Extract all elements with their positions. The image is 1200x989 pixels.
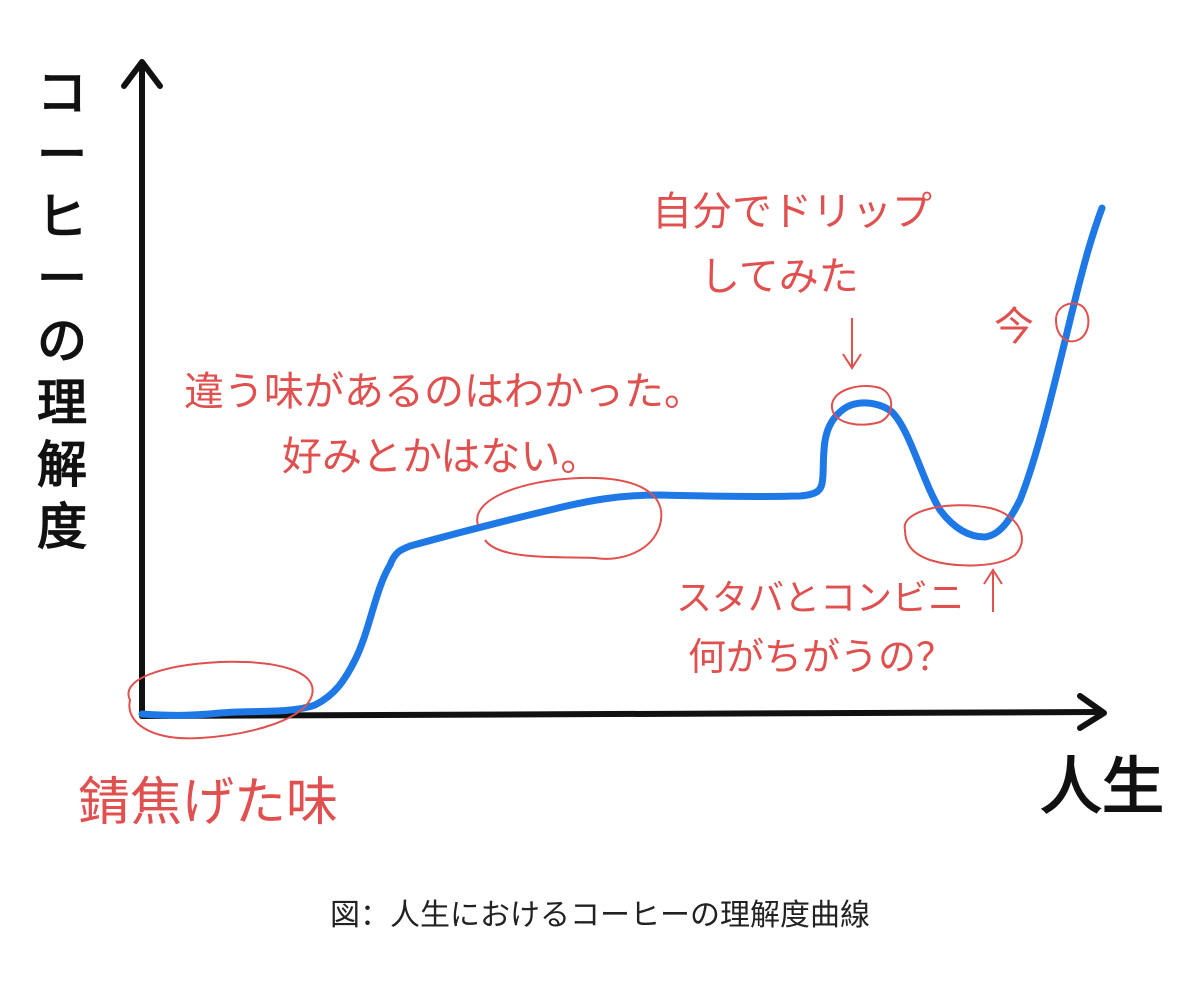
y-axis-label-char: ー xyxy=(37,250,87,308)
annotation-now: 今 xyxy=(994,304,1034,350)
x-axis-arrow-icon xyxy=(1077,693,1107,731)
y-axis-label-char: の xyxy=(37,312,87,370)
y-axis-label-char: 解 xyxy=(37,436,87,494)
comprehension-curve xyxy=(138,204,1106,719)
annotation-starbucks-2: 何がちがうの？ xyxy=(688,635,954,679)
annotation-different-2: 好みとかはない。 xyxy=(282,434,600,480)
starbucks-ellipse xyxy=(903,504,1023,567)
figure-caption: 図：人生におけるコーヒーの理解度曲線 xyxy=(330,898,870,933)
burnt-ellipse xyxy=(127,660,314,740)
y-axis-label: コーヒーの理解度 xyxy=(37,64,87,556)
x-axis xyxy=(139,709,1103,719)
annotation-starbucks-1: スタバとコンビニ xyxy=(676,578,964,619)
drip-ellipse xyxy=(830,385,893,426)
different-ellipse xyxy=(476,476,663,560)
y-axis-label-char: 理 xyxy=(37,374,87,432)
y-axis-label-char: 度 xyxy=(37,498,87,556)
y-axis-label-char: コ xyxy=(37,64,87,122)
y-axis-label-char: ー xyxy=(37,126,87,184)
axes xyxy=(121,59,1107,731)
y-axis-arrow-icon xyxy=(121,59,163,89)
drip-arrow-head-icon xyxy=(842,353,862,370)
now-circle xyxy=(1054,302,1090,343)
annotation-drip-2: してみた xyxy=(700,254,859,300)
annotation-different-1: 違う味があるのはわかった。 xyxy=(184,369,704,415)
x-axis-label: 人生 xyxy=(1040,750,1164,823)
annotation-drip-1: 自分でドリップ xyxy=(652,189,932,235)
starbucks-arrow-head-icon xyxy=(983,568,1003,585)
svg-text:コーヒーの理解度: コーヒーの理解度 xyxy=(37,64,87,556)
annotation-marks xyxy=(127,302,1090,740)
annotation-burnt: 錆焦げた味 xyxy=(78,773,338,833)
y-axis-label-char: ヒ xyxy=(37,188,87,246)
